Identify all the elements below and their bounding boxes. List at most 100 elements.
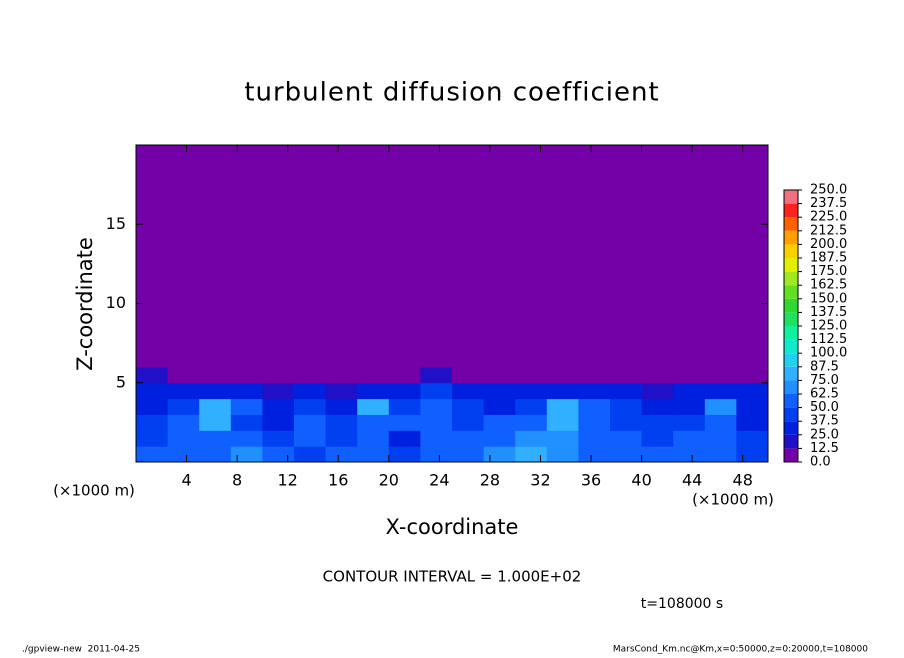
cell xyxy=(736,398,769,415)
cell xyxy=(325,446,358,463)
colorbar-label: 87.5 xyxy=(810,359,839,374)
y-axis-label: Z-coordinate xyxy=(73,237,97,371)
cell xyxy=(641,398,674,415)
colorbar-label: 100.0 xyxy=(810,346,847,361)
cell xyxy=(357,414,390,431)
cell xyxy=(673,414,706,431)
cell xyxy=(515,351,548,368)
cell xyxy=(388,145,421,352)
cell xyxy=(578,414,611,431)
cell xyxy=(262,414,295,431)
chart-title: turbulent diffusion coefficient xyxy=(244,78,659,108)
cell xyxy=(515,382,548,400)
cell xyxy=(704,430,737,447)
cell xyxy=(641,145,674,352)
colorbar-swatch xyxy=(784,434,798,449)
cell xyxy=(578,351,611,368)
cell xyxy=(167,366,200,384)
cell xyxy=(610,414,643,431)
cell xyxy=(736,446,769,463)
colorbar-label: 50.0 xyxy=(810,400,839,415)
cell xyxy=(199,414,232,431)
colorbar-swatch xyxy=(784,421,798,435)
cell xyxy=(357,382,390,400)
cell xyxy=(388,366,421,384)
cell xyxy=(546,351,579,368)
cell xyxy=(546,398,579,415)
colorbar-swatch xyxy=(784,448,798,462)
cell xyxy=(546,430,579,447)
cell xyxy=(325,414,358,431)
cell xyxy=(704,145,737,352)
cell xyxy=(230,414,263,431)
cell xyxy=(515,398,548,415)
cell xyxy=(546,382,579,400)
cell xyxy=(546,414,579,431)
x-axis-label: X-coordinate xyxy=(386,515,519,539)
colorbar-swatch xyxy=(784,407,798,422)
cell xyxy=(388,446,421,463)
cell xyxy=(546,446,579,463)
x-tick-label: 12 xyxy=(278,471,298,490)
cell xyxy=(199,351,232,368)
cell xyxy=(420,382,453,400)
cell xyxy=(357,351,390,368)
cell xyxy=(641,414,674,431)
colorbar-label: 250.0 xyxy=(810,183,847,198)
time-note: t=108000 s xyxy=(641,596,723,612)
cell xyxy=(199,398,232,415)
cell xyxy=(704,446,737,463)
x-tick-label: 36 xyxy=(581,471,601,490)
x-tick-label: 4 xyxy=(181,471,191,490)
cell xyxy=(294,446,327,463)
cell xyxy=(610,398,643,415)
cell xyxy=(294,145,327,352)
colorbar-swatch xyxy=(784,312,798,326)
cell xyxy=(167,382,200,400)
cell xyxy=(230,382,263,400)
cell xyxy=(199,430,232,447)
x-tick-label: 44 xyxy=(682,471,702,490)
cell xyxy=(199,382,232,400)
cell xyxy=(452,430,485,447)
cell xyxy=(262,446,295,463)
colorbar-label: 75.0 xyxy=(810,373,839,388)
cell xyxy=(673,382,706,400)
cell xyxy=(578,145,611,352)
cell xyxy=(736,382,769,400)
cell xyxy=(483,382,516,400)
x-tick-label: 48 xyxy=(733,471,753,490)
cell xyxy=(357,446,390,463)
cell xyxy=(388,414,421,431)
colorbar-label: 62.5 xyxy=(810,387,839,402)
footer-right: MarsCond_Km.nc@Km,x=0:50000,z=0:20000,t=… xyxy=(613,645,868,655)
colorbar-swatch xyxy=(784,394,798,408)
cell xyxy=(515,414,548,431)
cell xyxy=(262,430,295,447)
cell xyxy=(136,382,169,400)
cell xyxy=(199,366,232,384)
cell xyxy=(483,430,516,447)
x-tick-label: 8 xyxy=(232,471,242,490)
cell xyxy=(167,398,200,415)
cell xyxy=(388,351,421,368)
cell xyxy=(704,398,737,415)
cell xyxy=(515,366,548,384)
colorbar-label: 200.0 xyxy=(810,237,847,252)
cell xyxy=(452,145,485,352)
cell xyxy=(294,414,327,431)
colorbar-swatch xyxy=(784,366,798,381)
colorbar-label: 137.5 xyxy=(810,305,847,320)
cell xyxy=(452,351,485,368)
colorbar-swatch xyxy=(784,203,798,218)
cell xyxy=(704,351,737,368)
colorbar-label: 212.5 xyxy=(810,223,847,238)
colorbar-swatch xyxy=(784,380,798,394)
colorbar-label: 25.0 xyxy=(810,427,839,442)
y-tick-label: 5 xyxy=(116,372,126,391)
cell xyxy=(167,351,200,368)
cell xyxy=(325,382,358,400)
cell xyxy=(515,446,548,463)
cell xyxy=(294,351,327,368)
cell xyxy=(452,382,485,400)
